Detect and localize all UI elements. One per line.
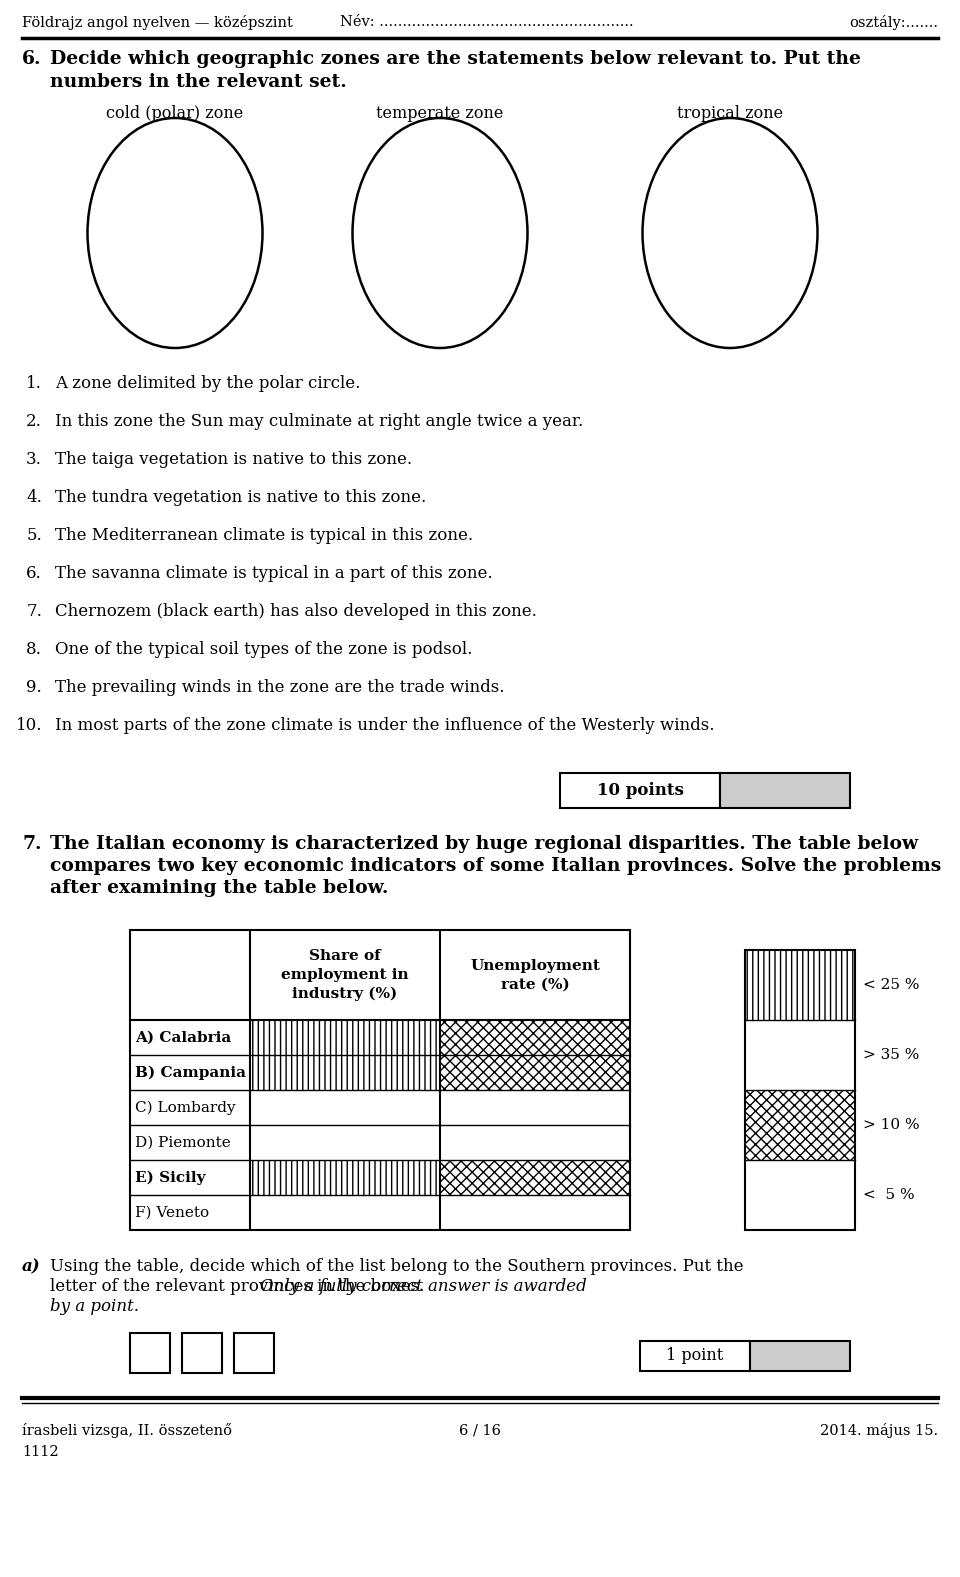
Text: 1 point: 1 point xyxy=(666,1347,724,1364)
Bar xyxy=(440,1090,630,1124)
Text: Név: .......................................................: Név: ...................................… xyxy=(340,16,634,28)
Text: 7.: 7. xyxy=(22,834,41,853)
Text: Only a fully correct answer is awarded: Only a fully correct answer is awarded xyxy=(260,1277,587,1295)
Text: The Italian economy is characterized by huge regional disparities. The table bel: The Italian economy is characterized by … xyxy=(50,834,918,853)
Text: temperate zone: temperate zone xyxy=(376,106,504,121)
Text: a): a) xyxy=(22,1258,40,1274)
Text: cold (polar) zone: cold (polar) zone xyxy=(107,106,244,121)
Bar xyxy=(640,1340,750,1370)
Text: 1112: 1112 xyxy=(22,1445,59,1459)
Text: by a point.: by a point. xyxy=(50,1298,139,1315)
Text: E) Sicily: E) Sicily xyxy=(135,1170,205,1184)
Bar xyxy=(234,1333,274,1374)
Bar xyxy=(745,949,855,1020)
Bar xyxy=(440,1124,630,1161)
Text: compares two key economic indicators of some Italian provinces. Solve the proble: compares two key economic indicators of … xyxy=(50,856,941,875)
Text: 1.: 1. xyxy=(26,375,42,393)
Bar xyxy=(745,1161,855,1230)
Text: osztály:.......: osztály:....... xyxy=(849,16,938,30)
Text: 7.: 7. xyxy=(26,602,42,620)
Bar xyxy=(250,1055,440,1090)
Text: Unemployment
rate (%): Unemployment rate (%) xyxy=(470,959,600,992)
Text: The taiga vegetation is native to this zone.: The taiga vegetation is native to this z… xyxy=(55,451,412,468)
Text: letter of the relevant provinces in the boxes.: letter of the relevant provinces in the … xyxy=(50,1277,424,1295)
Text: Share of
employment in
industry (%): Share of employment in industry (%) xyxy=(281,949,409,1001)
Bar xyxy=(745,1090,855,1161)
Bar xyxy=(250,1090,440,1124)
Text: A) Calabria: A) Calabria xyxy=(135,1030,231,1044)
Text: numbers in the relevant set.: numbers in the relevant set. xyxy=(50,73,347,91)
Bar xyxy=(130,930,630,1230)
Bar xyxy=(720,773,850,807)
Bar xyxy=(440,1161,630,1195)
Text: 8.: 8. xyxy=(26,640,42,658)
Text: 6 / 16: 6 / 16 xyxy=(459,1422,501,1437)
Bar xyxy=(745,949,855,1230)
Text: > 35 %: > 35 % xyxy=(863,1049,920,1061)
Text: D) Piemonte: D) Piemonte xyxy=(135,1135,230,1150)
Text: 10 points: 10 points xyxy=(596,782,684,800)
Text: <  5 %: < 5 % xyxy=(863,1187,915,1202)
Text: In most parts of the zone climate is under the influence of the Westerly winds.: In most parts of the zone climate is und… xyxy=(55,718,714,733)
Text: Földrajz angol nyelven — középszint: Földrajz angol nyelven — középszint xyxy=(22,16,293,30)
Text: C) Lombardy: C) Lombardy xyxy=(135,1101,235,1115)
Text: Decide which geographic zones are the statements below relevant to. Put the: Decide which geographic zones are the st… xyxy=(50,50,861,68)
Text: The prevailing winds in the zone are the trade winds.: The prevailing winds in the zone are the… xyxy=(55,680,505,695)
Bar xyxy=(130,1333,170,1374)
Text: B) Campania: B) Campania xyxy=(135,1066,246,1080)
Bar xyxy=(250,1195,440,1230)
Bar xyxy=(560,773,720,807)
Bar xyxy=(250,1124,440,1161)
Text: Chernozem (black earth) has also developed in this zone.: Chernozem (black earth) has also develop… xyxy=(55,602,537,620)
Text: < 25 %: < 25 % xyxy=(863,978,920,992)
Text: tropical zone: tropical zone xyxy=(677,106,783,121)
Text: 4.: 4. xyxy=(26,489,42,506)
Text: 2.: 2. xyxy=(26,413,42,431)
Bar xyxy=(440,1195,630,1230)
Text: In this zone the Sun may culminate at right angle twice a year.: In this zone the Sun may culminate at ri… xyxy=(55,413,584,431)
Text: Using the table, decide which of the list belong to the Southern provinces. Put : Using the table, decide which of the lis… xyxy=(50,1258,743,1274)
Text: 3.: 3. xyxy=(26,451,42,468)
Text: One of the typical soil types of the zone is podsol.: One of the typical soil types of the zon… xyxy=(55,640,472,658)
Bar xyxy=(440,1020,630,1055)
Bar xyxy=(440,1055,630,1090)
Bar xyxy=(750,1340,850,1370)
Text: > 10 %: > 10 % xyxy=(863,1118,920,1132)
Text: after examining the table below.: after examining the table below. xyxy=(50,878,389,897)
Bar xyxy=(250,1020,440,1055)
Text: 9.: 9. xyxy=(26,680,42,695)
Text: 6.: 6. xyxy=(26,565,42,582)
Bar xyxy=(250,1161,440,1195)
Text: 6.: 6. xyxy=(22,50,41,68)
Text: The savanna climate is typical in a part of this zone.: The savanna climate is typical in a part… xyxy=(55,565,492,582)
Text: írasbeli vizsga, II. összetenő: írasbeli vizsga, II. összetenő xyxy=(22,1422,232,1438)
Bar xyxy=(745,1020,855,1090)
Bar xyxy=(182,1333,222,1374)
Text: The tundra vegetation is native to this zone.: The tundra vegetation is native to this … xyxy=(55,489,426,506)
Text: 10.: 10. xyxy=(15,718,42,733)
Text: 5.: 5. xyxy=(26,527,42,544)
Text: A zone delimited by the polar circle.: A zone delimited by the polar circle. xyxy=(55,375,360,393)
Text: 2014. május 15.: 2014. május 15. xyxy=(820,1422,938,1438)
Text: F) Veneto: F) Veneto xyxy=(135,1205,209,1219)
Text: The Mediterranean climate is typical in this zone.: The Mediterranean climate is typical in … xyxy=(55,527,473,544)
